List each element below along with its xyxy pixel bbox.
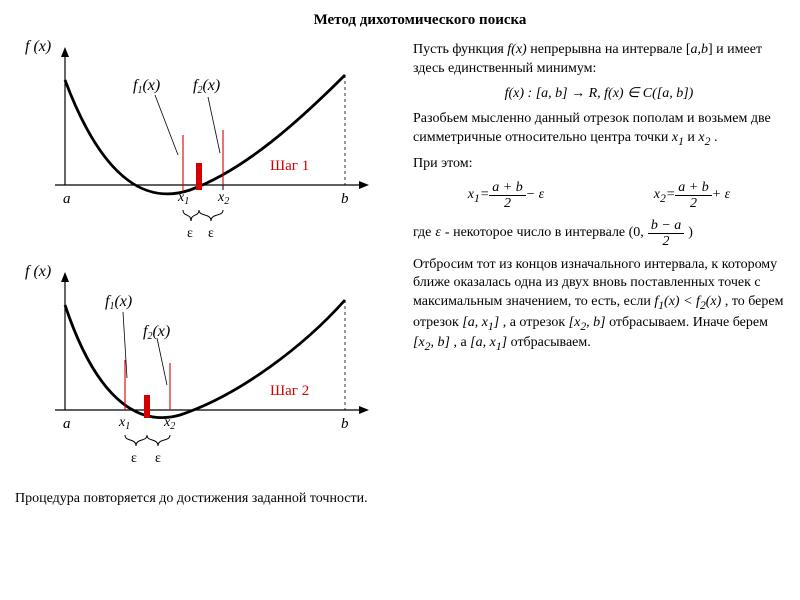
text: , а bbox=[453, 335, 470, 350]
y-axis-label: f (x) bbox=[25, 38, 51, 55]
eps-symbol: ε bbox=[435, 224, 441, 243]
b-label-2: b bbox=[341, 416, 349, 432]
footer-text: Процедура повторяется до достижения зада… bbox=[15, 491, 785, 507]
svg-text:ε: ε bbox=[208, 226, 214, 241]
b-label: b bbox=[341, 191, 349, 207]
x1-formula: x1 = a + b2 − ε bbox=[468, 180, 544, 212]
svg-text:ε: ε bbox=[131, 451, 137, 466]
where-paragraph: где ε - некоторое число в интервале (0, … bbox=[413, 218, 785, 250]
svg-text:f2(x): f2(x) bbox=[143, 323, 170, 342]
x1-symbol: x1 bbox=[672, 130, 684, 145]
step1-label: Шаг 1 bbox=[270, 158, 309, 174]
text: непрерывна на интервале [ bbox=[527, 42, 691, 57]
pri-etom: При этом: bbox=[413, 155, 785, 174]
page-title: Метод дихотомического поиска bbox=[15, 12, 785, 29]
svg-text:ε: ε bbox=[187, 226, 193, 241]
svg-text:f1(x): f1(x) bbox=[133, 77, 160, 96]
x1x2-formulas: x1 = a + b2 − ε x2 = a + b2 + ε bbox=[413, 180, 785, 212]
svg-text:x1: x1 bbox=[177, 190, 189, 207]
a-label: a bbox=[63, 191, 71, 207]
charts-column: f (x) a b x1 x2 f1(x) f2(x) Шаг 1 ε ε bbox=[15, 35, 395, 485]
chart-step2: f (x) a b x1 x2 f1(x) f2(x) Шаг 2 ε ε bbox=[15, 260, 385, 485]
fx-symbol: f(x) bbox=[507, 42, 526, 57]
discard-paragraph: Отбросим тот из концов изначального инте… bbox=[413, 256, 785, 355]
where-text: где bbox=[413, 224, 431, 243]
svg-text:x2: x2 bbox=[217, 190, 229, 207]
seg-ax1-2: [a, x1] bbox=[470, 335, 507, 350]
text-column: Пусть функция f(x) непрерывна на интерва… bbox=[395, 35, 785, 485]
text: , а отрезок bbox=[503, 315, 569, 330]
seg-x2b: [x2, b] bbox=[569, 315, 606, 330]
period: . bbox=[714, 130, 718, 145]
svg-text:x1: x1 bbox=[118, 415, 130, 432]
content-row: f (x) a b x1 x2 f1(x) f2(x) Шаг 1 ε ε bbox=[15, 35, 785, 485]
ineq: f1(x) < f2(x) bbox=[654, 294, 721, 309]
ab-symbol: a,b bbox=[691, 42, 709, 57]
text: Отбросим тот из концов изначального инте… bbox=[413, 257, 777, 310]
text: отбрасываем. bbox=[511, 335, 591, 350]
svg-text:f2(x): f2(x) bbox=[193, 77, 220, 96]
seg-x2b-2: [x2, b] bbox=[413, 335, 450, 350]
step2-label: Шаг 2 bbox=[270, 383, 309, 399]
split-paragraph: Разобьем мысленно данный отрезок пополам… bbox=[413, 110, 785, 149]
seg-ax1: [a, x1] bbox=[462, 315, 499, 330]
close-paren: ) bbox=[688, 224, 693, 243]
x2-formula: x2 = a + b2 + ε bbox=[654, 180, 730, 212]
y-axis-label-2: f (x) bbox=[25, 263, 51, 280]
where-text2: - некоторое число в интервале (0, bbox=[445, 224, 644, 243]
bma-frac: b − a2 bbox=[648, 218, 684, 250]
x2-symbol: x2 bbox=[698, 130, 710, 145]
text: Пусть функция bbox=[413, 42, 507, 57]
text: отбрасываем. Иначе берем bbox=[609, 315, 768, 330]
intro-paragraph: Пусть функция f(x) непрерывна на интерва… bbox=[413, 41, 785, 79]
and-text: и bbox=[687, 130, 698, 145]
mapping-formula: f(x) : [a, b] → R, f(x) ∈ C([a, b]) bbox=[413, 85, 785, 104]
a-label-2: a bbox=[63, 416, 71, 432]
svg-text:ε: ε bbox=[155, 451, 161, 466]
chart-step1: f (x) a b x1 x2 f1(x) f2(x) Шаг 1 ε ε bbox=[15, 35, 385, 260]
svg-text:f1(x): f1(x) bbox=[105, 293, 132, 312]
